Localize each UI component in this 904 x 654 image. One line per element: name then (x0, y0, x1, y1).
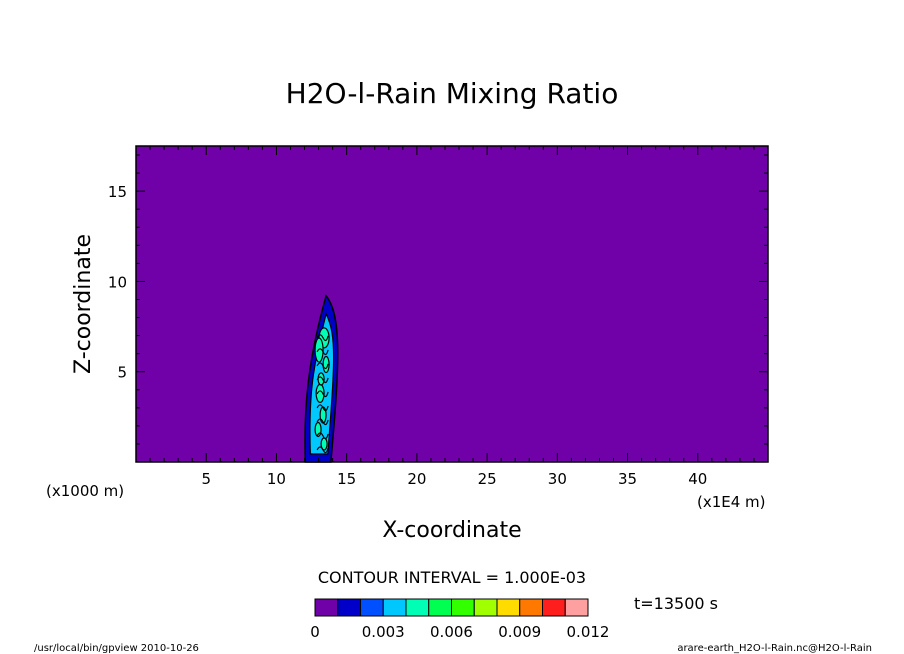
colorbar-swatch (473, 598, 498, 617)
colorbar-swatch (564, 598, 589, 617)
contour-inner (314, 337, 324, 363)
colorbar (314, 598, 589, 617)
contour-line (316, 348, 329, 356)
x-tick-label: 25 (478, 470, 497, 488)
x-tick-label: 5 (201, 470, 211, 488)
contour-line (316, 376, 329, 384)
contour-line (316, 446, 329, 454)
colorbar-label: 0.006 (430, 623, 473, 641)
plot-frame (135, 145, 769, 463)
rain-cloud-contours (304, 294, 339, 463)
colorbar-swatch (451, 598, 475, 617)
footer-right: arare-earth_H2O-l-Rain.nc@H2O-l-Rain (677, 643, 872, 654)
x-unit-right: (x1E4 m) (697, 493, 766, 511)
x-tick-labels: 5 10 15 20 25 30 35 40 (201, 470, 707, 488)
colorbar-label: 0 (310, 623, 320, 641)
colorbar-swatch (519, 598, 543, 617)
y-tick-label: 10 (108, 273, 127, 291)
colorbar-swatch (542, 598, 566, 617)
contour-interval-text: CONTOUR INTERVAL = 1.000E-03 (318, 568, 586, 587)
x-tick-label: 15 (337, 470, 356, 488)
colorbar-swatch (382, 598, 407, 617)
contour-line (316, 432, 329, 440)
x-tick-label: 35 (618, 470, 637, 488)
x-tick-label: 40 (688, 470, 707, 488)
colorbar-swatch (496, 598, 521, 617)
colorbar-swatch (337, 598, 361, 617)
colorbar-label: 0.003 (362, 623, 405, 641)
time-label: t=13500 s (634, 594, 718, 613)
chart-title: H2O-l-Rain Mixing Ratio (286, 77, 619, 110)
contour-line (316, 390, 329, 398)
y-tick-label: 15 (108, 183, 127, 201)
colorbar-label: 0.009 (498, 623, 541, 641)
contour-line (316, 418, 329, 426)
colorbar-label: 0.012 (567, 623, 610, 641)
contour-inner (319, 406, 327, 424)
y-tick-label: 5 (117, 364, 127, 382)
contour-line (316, 404, 329, 412)
contour-line (316, 334, 329, 342)
plot-area (136, 146, 768, 462)
colorbar-swatch (314, 598, 339, 617)
colorbar-labels: 0 0.003 0.006 0.009 0.012 (310, 623, 609, 641)
y-axis-label: Z-coordinate (71, 234, 96, 374)
x-axis-label: X-coordinate (382, 518, 521, 543)
footer-left: /usr/local/bin/gpview 2010-10-26 (34, 643, 199, 654)
colorbar-swatch (360, 598, 384, 617)
x-tick-label: 10 (267, 470, 286, 488)
y-tick-labels: 5 10 15 (108, 183, 127, 382)
x-tick-label: 30 (548, 470, 567, 488)
colorbar-swatch (428, 598, 452, 617)
x-unit-left: (x1000 m) (46, 482, 124, 500)
contour-line (316, 362, 329, 370)
colorbar-swatch (405, 598, 430, 617)
x-tick-label: 20 (407, 470, 426, 488)
